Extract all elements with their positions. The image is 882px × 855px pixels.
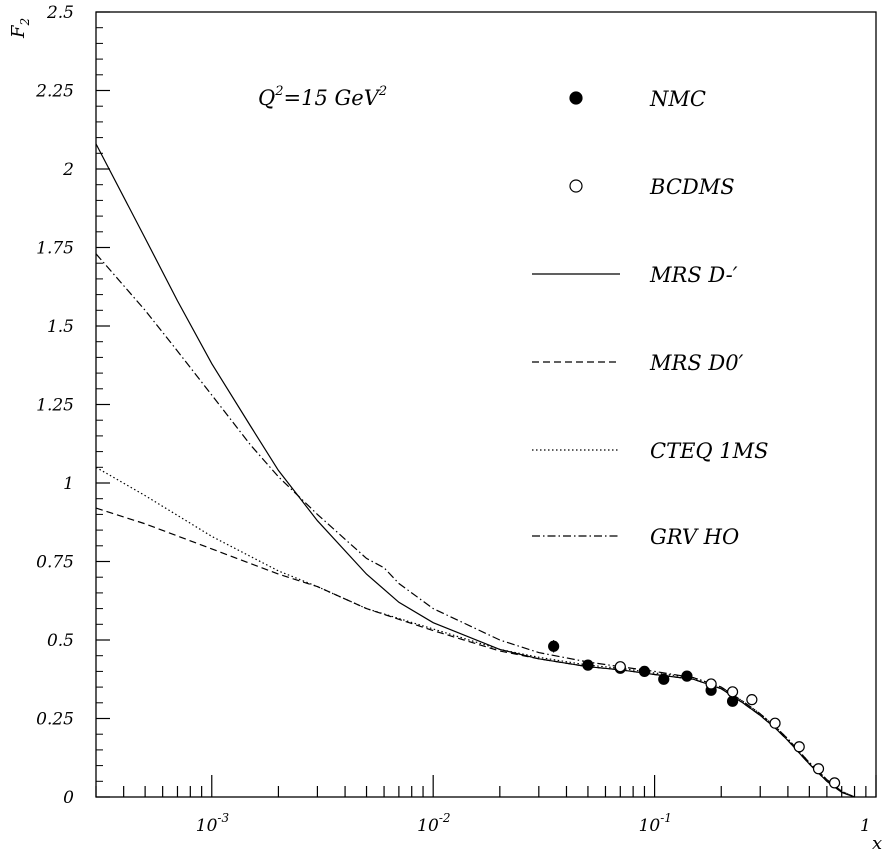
y-tick-label: 0.75 [36,553,74,573]
x-tick-exponent: -1 [660,811,672,825]
y-tick-label: 2 [62,160,74,180]
y-axis-label-sub: 2 [18,18,32,27]
nmc-point [638,665,651,678]
legend-marker [569,91,583,105]
y-tick-label: 2.5 [46,3,74,23]
legend-marker [569,179,583,193]
nmc-point [658,673,670,685]
bcdms-point [812,763,825,775]
y-tick-label: 0.25 [36,710,74,730]
y-axis-label: F2 [8,18,32,39]
y-tick-label: 0 [63,788,74,808]
y-axis-ticks: 0 0.25 0.5 0.75 1 1.25 1.5 1.75 2 2.25 2.5 [35,3,110,808]
nmc-point [548,640,560,652]
x-axis-label: x [872,833,882,854]
curve-dashed [95,507,855,798]
x-tick-base: 1 [860,816,871,836]
annotation-text: =15 GeV [284,86,381,110]
x-tick-label: 10-2 [417,811,450,836]
legend-entry-label: GRV HO [650,525,739,549]
curve-dash-dot [95,253,855,798]
y-tick-label: 0.5 [47,631,74,651]
y-tick-label: 1 [63,474,74,494]
bcdms-point [793,741,805,753]
legend-entry-label: MRS D-′ [649,263,738,287]
y-tick-label: 1.75 [36,239,74,259]
curve-dotted [95,466,855,798]
nmc-point [681,670,693,682]
y-tick-label: 1.25 [36,396,74,416]
x-tick-exponent: -2 [439,811,451,825]
legend-entry-label: BCDMS [649,175,735,199]
y-axis-label-main: F [8,24,29,39]
x-tick-label: 10-3 [196,811,230,836]
legend-entry-label: CTEQ 1MS [650,439,769,463]
plot-frame [95,11,877,798]
curve-solid [95,143,855,798]
x-tick-exponent: -3 [217,811,229,825]
bcdms-point [769,717,781,729]
bcdms-point [828,777,841,789]
bcdms-point [726,686,739,698]
bcdms-point [705,678,717,690]
annotation-superscript: 2 [378,84,387,99]
x-tick-label: 1 [860,816,871,836]
x-tick-base: 10 [196,816,218,836]
x-tick-base: 10 [639,816,661,836]
annotation-superscript: 2 [274,84,283,99]
y-tick-label: 2.25 [35,82,74,102]
curve-layer [95,143,855,798]
legend-entry-label: NMC [649,87,706,111]
bcdms-point [746,694,758,706]
x-axis-ticks: 10-3 10-2 10-1 1 [95,775,877,836]
x-tick-base: 10 [417,816,439,836]
y-tick-label: 1.5 [47,317,74,337]
nmc-point [726,695,739,707]
legend: NMC BCDMS MRS D-′ MRS D0′ CTEQ 1MS GRV HO [532,87,769,549]
annotation-text: Q [258,86,275,110]
bcdms-point [614,661,626,673]
x-tick-label: 10-1 [639,811,672,836]
nmc-point [582,659,594,671]
legend-entry-label: MRS D0′ [649,351,744,375]
data-point-layer [548,640,841,789]
q2-annotation: Q2=15 GeV2 [258,84,387,110]
